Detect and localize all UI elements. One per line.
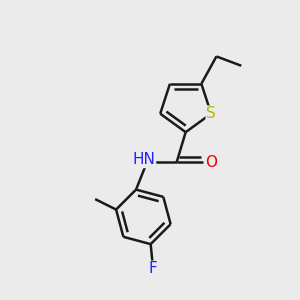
Text: S: S bbox=[206, 106, 216, 121]
Text: O: O bbox=[205, 154, 217, 169]
Text: HN: HN bbox=[133, 152, 155, 167]
Text: F: F bbox=[148, 261, 157, 276]
